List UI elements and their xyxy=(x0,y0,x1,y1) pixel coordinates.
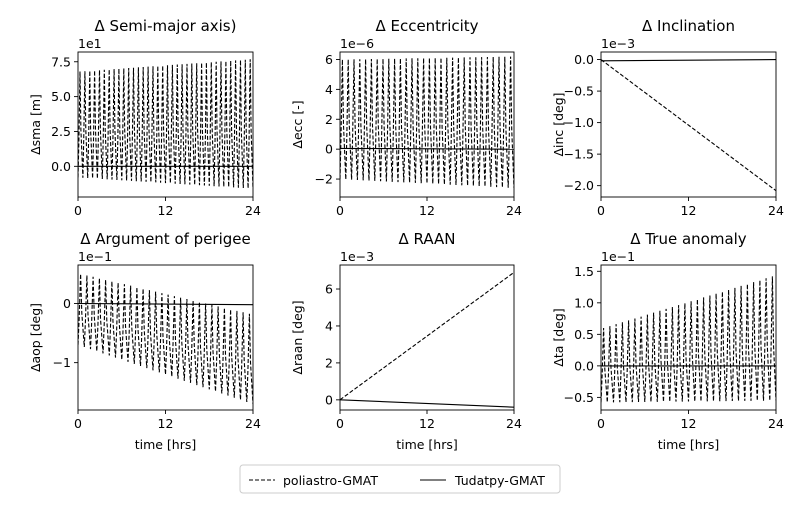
y-tick-label: −1 xyxy=(53,355,71,370)
x-tick-label: 12 xyxy=(158,416,174,431)
x-axis-label: time [hrs] xyxy=(135,437,197,452)
axes-frame xyxy=(339,264,515,411)
y-tick-label: 1.5 xyxy=(574,264,594,279)
legend-label-poliastro: poliastro-GMAT xyxy=(283,473,378,488)
series-line-poliastro xyxy=(340,56,514,189)
y-axis-label: Δinc [deg] xyxy=(551,92,566,156)
y-axis-label: Δsma [m] xyxy=(28,94,43,155)
x-tick-label: 0 xyxy=(336,416,344,431)
axis-scale-label: 1e−3 xyxy=(340,249,374,264)
y-axis-label: Δraan [deg] xyxy=(290,300,305,374)
series-line-poliastro xyxy=(78,273,253,405)
x-tick-label: 0 xyxy=(597,203,605,218)
y-tick-label: −0.5 xyxy=(564,84,594,99)
series-line-poliastro xyxy=(601,59,776,192)
x-tick-label: 0 xyxy=(74,416,82,431)
x-tick-label: 12 xyxy=(419,416,435,431)
series-line-poliastro xyxy=(78,59,253,189)
series-line-tudatpy xyxy=(78,302,253,306)
y-axis-label: Δecc [-] xyxy=(290,100,305,148)
x-tick-label: 12 xyxy=(158,203,174,218)
subplot-title: Δ Semi-major axis) xyxy=(95,17,237,35)
x-axis-label: time [hrs] xyxy=(658,437,720,452)
x-tick-label: 24 xyxy=(506,416,522,431)
axis-scale-label: 1e−3 xyxy=(601,36,635,51)
y-tick-label: 0.5 xyxy=(574,327,594,342)
subplot-title: Δ True anomaly xyxy=(630,230,747,248)
y-tick-label: 2 xyxy=(325,112,333,127)
x-tick-label: 12 xyxy=(681,203,697,218)
series-line-tudatpy xyxy=(340,147,514,150)
legend-label-tudatpy: Tudatpy-GMAT xyxy=(454,473,545,488)
axis-scale-label: 1e−1 xyxy=(601,249,635,264)
y-tick-label: 0.0 xyxy=(574,52,594,67)
y-tick-label: 0 xyxy=(63,296,71,311)
series-line-tudatpy xyxy=(601,59,776,62)
series-line-tudatpy xyxy=(340,399,514,408)
y-tick-label: 0 xyxy=(325,392,333,407)
y-tick-label: −1.5 xyxy=(564,147,594,162)
y-tick-label: 0.0 xyxy=(51,159,71,174)
x-axis-label: time [hrs] xyxy=(396,437,458,452)
y-axis-label: Δaop [deg] xyxy=(28,303,43,372)
y-tick-label: 6 xyxy=(325,282,333,297)
y-tick-label: 2 xyxy=(325,355,333,370)
legend-frame xyxy=(239,464,561,494)
y-tick-label: −1.0 xyxy=(564,115,594,130)
legend: poliastro-GMAT Tudatpy-GMAT xyxy=(239,464,561,494)
x-tick-label: 24 xyxy=(245,416,261,431)
y-axis-label: Δta [deg] xyxy=(551,308,566,366)
subplot-title: Δ RAAN xyxy=(398,230,455,248)
series-line-poliastro xyxy=(601,276,776,403)
y-tick-label: −2.0 xyxy=(564,178,594,193)
subplot-title: Δ Inclination xyxy=(642,17,735,35)
axis-scale-label: 1e1 xyxy=(78,36,102,51)
x-tick-label: 12 xyxy=(419,203,435,218)
axes-frame xyxy=(77,264,254,411)
x-tick-label: 24 xyxy=(768,416,784,431)
subplot-1: 0 12 24 7.5 5.0 2.5 0.0 Δ Semi-major axis)1e1 Δs… xyxy=(28,17,261,218)
subplot-title: Δ Eccentricity xyxy=(375,17,478,35)
y-tick-label: 4 xyxy=(325,318,333,333)
y-tick-label: 0 xyxy=(325,142,333,157)
y-tick-label: 1.0 xyxy=(574,295,594,310)
x-tick-label: 24 xyxy=(506,203,522,218)
y-tick-label: 5.0 xyxy=(51,89,71,104)
subplot-5: 0 12 24 6 4 2 0 Δ RAAN 1e−3 Δraan [deg] time [hrs] xyxy=(290,230,522,452)
x-tick-label: 24 xyxy=(768,203,784,218)
axis-scale-label: 1e−6 xyxy=(340,36,374,51)
x-tick-label: 0 xyxy=(597,416,605,431)
y-tick-label: 2.5 xyxy=(51,124,71,139)
x-tick-label: 0 xyxy=(336,203,344,218)
y-tick-label: 7.5 xyxy=(51,54,71,69)
x-tick-label: 12 xyxy=(681,416,697,431)
subplot-title: Δ Argument of perigee xyxy=(80,230,251,248)
series-line-poliastro xyxy=(340,271,514,401)
y-tick-label: 6 xyxy=(325,52,333,67)
x-tick-label: 24 xyxy=(245,203,261,218)
x-tick-label: 0 xyxy=(74,203,82,218)
y-tick-label: −2 xyxy=(315,172,333,187)
y-tick-label: 0.0 xyxy=(574,358,594,373)
y-tick-label: −0.5 xyxy=(564,390,594,405)
subplot-3: 0 12 24 0.0 −0.5 −1.0 −1.5 −2.0 Δ Inclination 1e−… xyxy=(551,17,784,218)
axis-scale-label: 1e−1 xyxy=(78,249,112,264)
y-tick-label: 4 xyxy=(325,82,333,97)
